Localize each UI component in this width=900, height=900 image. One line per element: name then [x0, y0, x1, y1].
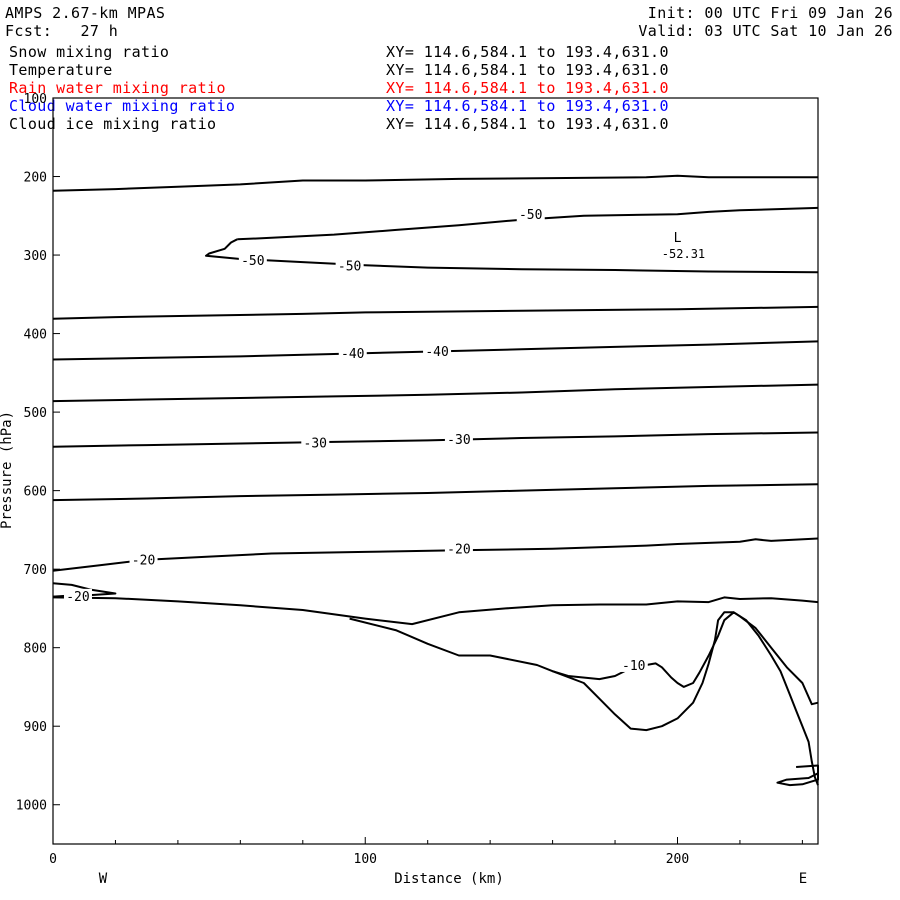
- contour-label-bg: [423, 343, 452, 358]
- forecast-hour: Fcst: 27 h: [5, 22, 119, 40]
- x-tick-label: 200: [666, 852, 689, 867]
- contour-label-bg: [129, 552, 158, 567]
- contour-line-10: [52, 596, 819, 626]
- x-tick-label: 0: [49, 852, 57, 867]
- contour-label: -40: [341, 347, 364, 362]
- contour-label: -30: [304, 437, 327, 452]
- y-tick-label: 300: [24, 249, 47, 264]
- field-name-rain: Rain water mixing ratio: [9, 79, 226, 97]
- contour-label-bg: [301, 435, 330, 450]
- contour-label: -40: [425, 345, 448, 360]
- model-title: AMPS 2.67-km MPAS: [5, 4, 166, 22]
- contour-line-30-6: [52, 431, 819, 448]
- field-name-snow: Snow mixing ratio: [9, 43, 170, 61]
- contour-label: -10: [622, 659, 645, 674]
- field-xy-cloud-ice: XY= 114.6,584.1 to 193.4,631.0: [386, 115, 669, 133]
- y-tick-label: 800: [24, 642, 47, 657]
- contour-line-50-2: [205, 238, 819, 274]
- field-xy-rain: XY= 114.6,584.1 to 193.4,631.0: [386, 79, 669, 97]
- contour-label-bg: [444, 541, 473, 556]
- contour-label-bg: [444, 431, 473, 446]
- y-axis-label: Pressure (hPa): [0, 411, 15, 529]
- west-label: W: [99, 871, 108, 887]
- low-marker: L-52.31: [662, 231, 705, 261]
- contour-label-bg: [619, 657, 648, 672]
- y-tick-label: 900: [24, 720, 47, 735]
- contour-label: -20: [66, 590, 89, 605]
- contour-label: -50: [519, 208, 542, 223]
- contour-line-13: [776, 764, 819, 787]
- contour-line-10-11: [349, 611, 819, 706]
- y-tick-label: 100: [24, 92, 47, 107]
- low-marker-value: -52.31: [662, 247, 705, 261]
- y-tick-label: 200: [24, 171, 47, 186]
- field-name-cloud-ice: Cloud ice mixing ratio: [9, 115, 217, 133]
- contour-label-bg: [335, 258, 364, 273]
- y-tick-label: 400: [24, 328, 47, 343]
- contour-label: -50: [241, 254, 264, 269]
- y-tick-label: 600: [24, 485, 47, 500]
- contour-line-12: [552, 611, 819, 786]
- contour-line-0: [52, 174, 818, 192]
- field-xy-temperature: XY= 114.6,584.1 to 193.4,631.0: [386, 61, 669, 79]
- x-tick-label: 100: [354, 852, 377, 867]
- x-axis: 0 100 200: [49, 837, 803, 867]
- init-time: Init: 00 UTC Fri 09 Jan 26: [647, 4, 893, 22]
- contour-line-20-8: [52, 537, 819, 572]
- contour-label: -20: [132, 554, 155, 569]
- field-xy-snow: XY= 114.6,584.1 to 193.4,631.0: [386, 43, 669, 61]
- field-name-cloud-water: Cloud water mixing ratio: [9, 97, 236, 115]
- y-tick-label: 1000: [16, 799, 47, 814]
- low-marker-letter: L: [674, 231, 682, 246]
- y-axis: 100 200 300 400 500 600 700 800 900 1000: [16, 92, 60, 814]
- contour-labels: -50 -50 -50 -40 -40 -30 -30 -20 -20 -20 -10: [63, 207, 648, 674]
- contour-label-bg: [63, 588, 92, 603]
- y-tick-label: 500: [24, 406, 47, 421]
- valid-time: Valid: 03 UTC Sat 10 Jan 26: [638, 22, 893, 40]
- x-axis-label: Distance (km): [394, 871, 504, 887]
- contour-line-3: [52, 305, 819, 320]
- east-label: E: [799, 871, 807, 887]
- plot-frame: [52, 97, 819, 845]
- y-tick-label: 700: [24, 563, 47, 578]
- contour-label: -50: [338, 259, 361, 274]
- contour-label-bg: [516, 207, 545, 222]
- contour-label: -20: [447, 543, 470, 558]
- contour-label-bg: [338, 346, 367, 361]
- contour-lines: [52, 174, 819, 787]
- contour-label: -30: [447, 433, 470, 448]
- contour-line-7: [52, 483, 819, 502]
- field-name-temperature: Temperature: [9, 61, 113, 79]
- contour-line-5: [52, 383, 819, 403]
- contour-label-bg: [238, 252, 267, 267]
- field-xy-cloud-water: XY= 114.6,584.1 to 193.4,631.0: [386, 97, 669, 115]
